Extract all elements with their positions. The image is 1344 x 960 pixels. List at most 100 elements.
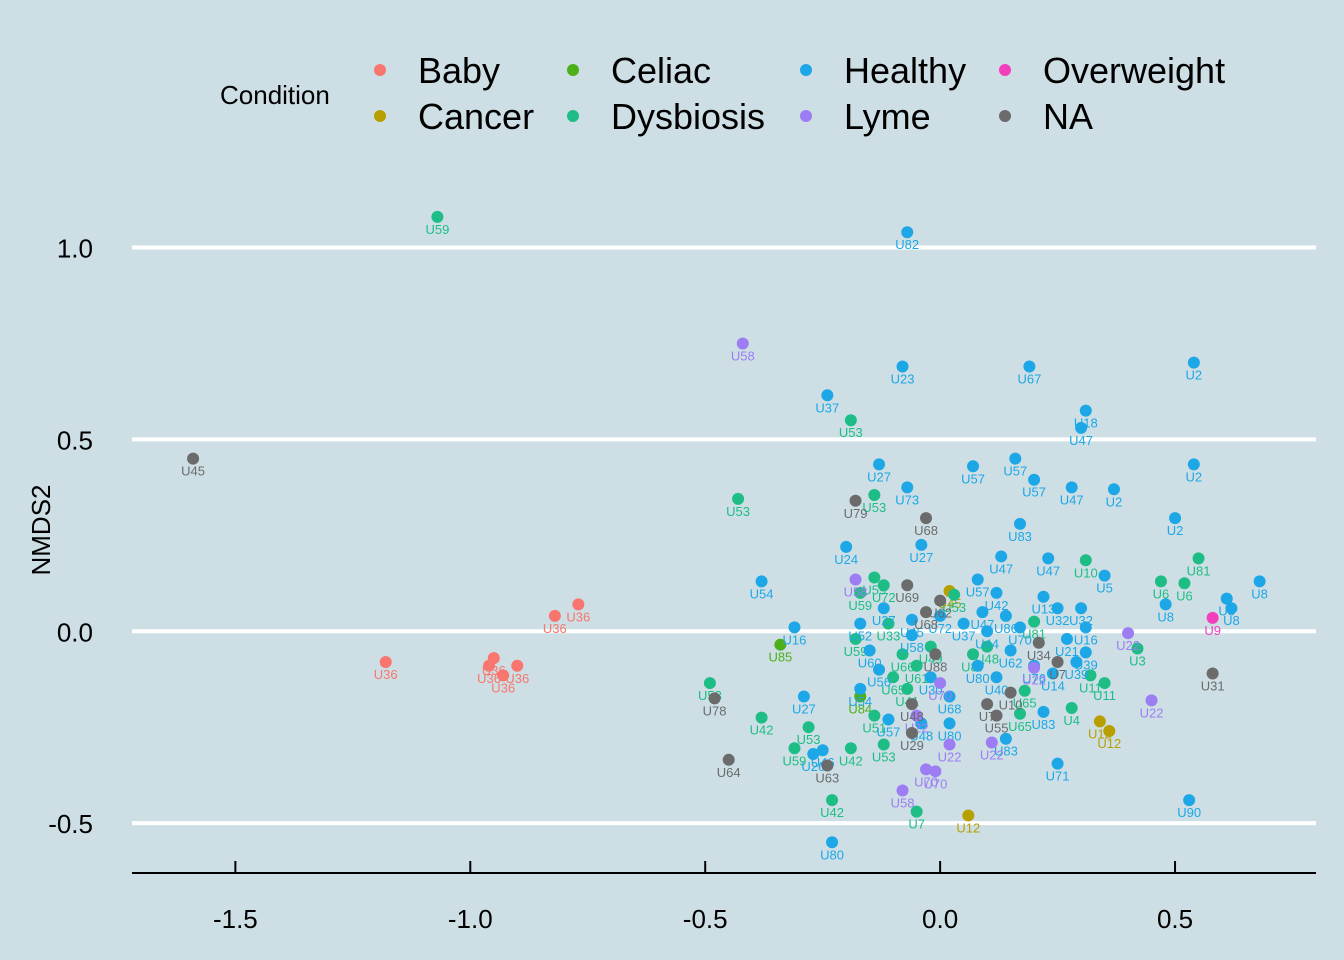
point-label-na-13: U31 xyxy=(1201,678,1225,693)
point-label-dysbiosis-35: U33 xyxy=(877,629,901,644)
point-label-healthy-20: U47 xyxy=(1036,563,1060,578)
point-label-healthy-0: U82 xyxy=(895,237,919,252)
point-label-healthy-32: U32 xyxy=(1046,613,1070,628)
point-label-healthy-4: U37 xyxy=(815,400,839,415)
point-label-healthy-67: U44 xyxy=(975,636,999,651)
point-label-healthy-11: U2 xyxy=(1186,469,1203,484)
point-label-lyme-6: U22 xyxy=(980,748,1004,763)
point-label-na-1: U79 xyxy=(844,506,868,521)
point-label-dysbiosis-11: U7 xyxy=(908,817,925,832)
point-label-lyme-10: U22 xyxy=(1022,673,1046,688)
y-tick-label-3: 1.0 xyxy=(57,234,93,264)
point-label-healthy-8: U57 xyxy=(961,471,985,486)
point-label-na-3: U69 xyxy=(895,590,919,605)
point-label-cancer-3: U12 xyxy=(1097,736,1121,751)
point-label-lyme-11: U70 xyxy=(928,688,952,703)
x-tick-label-0: -1.5 xyxy=(213,904,258,934)
point-label-overweight-0: U9 xyxy=(1204,623,1221,638)
legend-key-na xyxy=(999,110,1011,122)
point-label-healthy-9: U57 xyxy=(1003,464,1027,479)
point-label-dysbiosis-9: U42 xyxy=(820,805,844,820)
x-axis-ticks: -1.5 -1.0 -0.5 0.0 0.5 xyxy=(213,861,1193,934)
legend-key-cancer xyxy=(374,110,386,122)
gridlines xyxy=(132,248,1316,824)
legend-label-lyme: Lyme xyxy=(844,96,931,137)
point-label-lyme-3: U22 xyxy=(1140,705,1164,720)
point-label-healthy-17: U27 xyxy=(909,550,933,565)
point-label-healthy-14: U2 xyxy=(1106,494,1123,509)
point-label-dysbiosis-20: U65 xyxy=(1008,719,1032,734)
point-label-lyme-2: U22 xyxy=(1116,638,1140,653)
point-label-dysbiosis-0: U59 xyxy=(425,222,449,237)
point-label-healthy-31: U52 xyxy=(848,629,872,644)
point-label-healthy-26: U8 xyxy=(1157,609,1174,624)
legend-key-celiac xyxy=(567,64,579,76)
legend-label-cancer: Cancer xyxy=(418,96,534,137)
point-label-healthy-48: U90 xyxy=(1177,805,1201,820)
point-label-healthy-61: U80 xyxy=(966,671,990,686)
point-label-baby-4: U36 xyxy=(505,671,529,686)
point-label-healthy-16: U83 xyxy=(1008,529,1032,544)
point-label-healthy-6: U47 xyxy=(1069,433,1093,448)
point-label-dysbiosis-8: U42 xyxy=(839,753,863,768)
point-label-healthy-46: U83 xyxy=(1032,717,1056,732)
point-label-healthy-19: U47 xyxy=(989,561,1013,576)
point-label-healthy-12: U73 xyxy=(895,492,919,507)
point-label-baby-5: U36 xyxy=(543,621,567,636)
legend: Condition BabyCancerCeliacDysbiosisHealt… xyxy=(220,50,1225,137)
point-label-lyme-8: U70 xyxy=(923,776,947,791)
point-label-lyme-5: U22 xyxy=(938,749,962,764)
point-label-na-0: U45 xyxy=(181,464,205,479)
legend-label-baby: Baby xyxy=(418,50,500,91)
data-points: U36 U36U36U36U36U36U36U45U12U12U12U85U84U… xyxy=(181,211,1268,862)
point-label-healthy-18: U24 xyxy=(834,552,858,567)
legend-label-celiac: Celiac xyxy=(611,50,711,91)
point-label-na-15: U62 xyxy=(928,606,952,621)
point-label-healthy-29: U8 xyxy=(1251,586,1268,601)
point-label-dysbiosis-1: U53 xyxy=(839,425,863,440)
point-label-healthy-2: U67 xyxy=(1017,372,1041,387)
x-tick-label-4: 0.5 xyxy=(1157,904,1193,934)
point-label-lyme-1: U58 xyxy=(844,584,868,599)
legend-key-lyme xyxy=(800,110,812,122)
legend-label-healthy: Healthy xyxy=(844,50,966,91)
point-label-dysbiosis-10: U53 xyxy=(872,749,896,764)
point-label-dysbiosis-6: U53 xyxy=(797,732,821,747)
legend-key-baby xyxy=(374,64,386,76)
point-label-healthy-66: U56 xyxy=(867,675,891,690)
y-axis-label: NMDS2 xyxy=(26,484,56,575)
point-label-healthy-49: U80 xyxy=(820,847,844,862)
point-label-na-7: U29 xyxy=(900,738,924,753)
point-label-dysbiosis-2: U53 xyxy=(726,504,750,519)
point-label-healthy-1: U23 xyxy=(891,372,915,387)
point-label-na-16: U88 xyxy=(923,659,947,674)
point-label-na-4: U78 xyxy=(703,703,727,718)
legend-key-dysbiosis xyxy=(567,110,579,122)
y-tick-label-2: 0.5 xyxy=(57,425,93,455)
point-label-lyme-9: U58 xyxy=(891,796,915,811)
point-label-healthy-57: U62 xyxy=(999,655,1023,670)
point-label-healthy-50: U27 xyxy=(872,613,896,628)
legend-key-overweight xyxy=(999,64,1011,76)
legend-title: Condition xyxy=(220,80,330,110)
point-label-healthy-38: U27 xyxy=(792,701,816,716)
point-label-healthy-28: U8 xyxy=(1223,613,1240,628)
point-label-dysbiosis-28: U6 xyxy=(1176,588,1193,603)
point-label-healthy-13: U47 xyxy=(1060,492,1084,507)
legend-items: BabyCancerCeliacDysbiosisHealthyLymeOver… xyxy=(374,50,1225,137)
point-label-dysbiosis-23: U10 xyxy=(1074,565,1098,580)
point-label-baby-6: U36 xyxy=(566,609,590,624)
point-label-healthy-47: U71 xyxy=(1046,769,1070,784)
point-label-dysbiosis-25: U11 xyxy=(1093,688,1116,703)
point-label-lyme-0: U58 xyxy=(731,348,755,363)
point-label-na-6: U63 xyxy=(815,771,839,786)
point-label-healthy-30: U16 xyxy=(783,632,807,647)
point-label-na-17: U48 xyxy=(900,709,924,724)
point-label-baby-0: U36 xyxy=(374,667,398,682)
point-label-healthy-21: U54 xyxy=(750,586,774,601)
point-label-healthy-39: U54 xyxy=(848,694,872,709)
point-label-healthy-64: U58 xyxy=(900,640,924,655)
point-label-cancer-1: U12 xyxy=(956,820,980,835)
legend-label-na: NA xyxy=(1043,96,1093,137)
